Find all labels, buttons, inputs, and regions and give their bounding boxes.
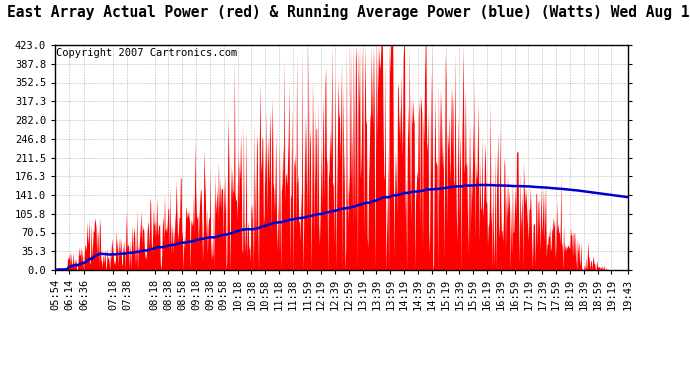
Text: Copyright 2007 Cartronics.com: Copyright 2007 Cartronics.com xyxy=(57,48,237,58)
Text: East Array Actual Power (red) & Running Average Power (blue) (Watts) Wed Aug 15 : East Array Actual Power (red) & Running … xyxy=(7,4,690,20)
